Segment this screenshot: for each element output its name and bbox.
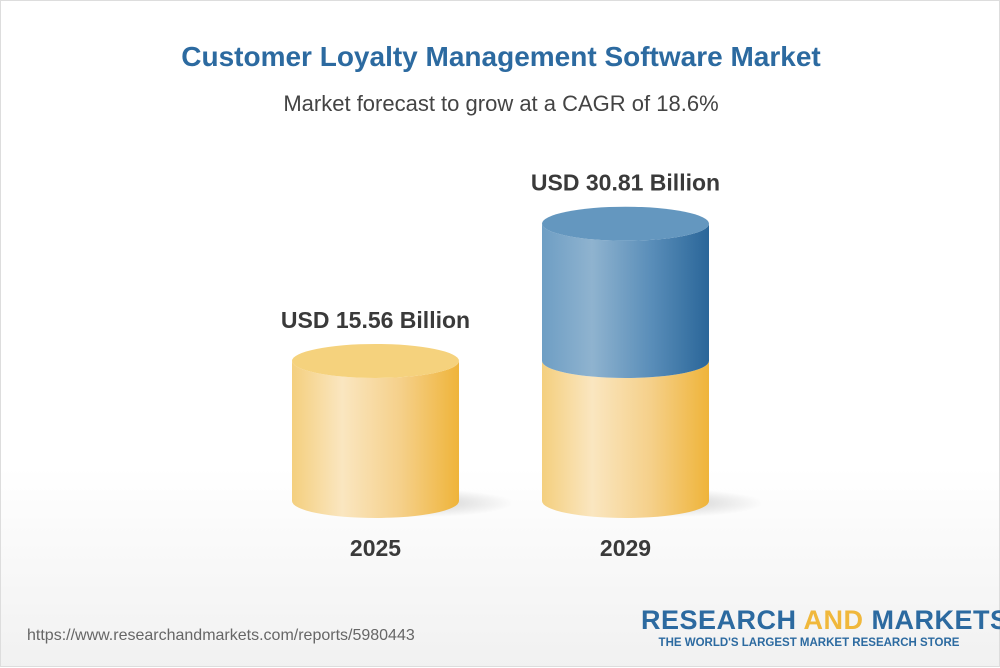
research-and-markets-logo: RESEARCH AND MARKETS THE WORLD'S LARGEST… [641, 605, 1000, 649]
chart-subtitle: Market forecast to grow at a CAGR of 18.… [283, 91, 719, 116]
bar-2029-growth [542, 223, 709, 378]
bar-2025-top [292, 343, 459, 378]
bar-2025 [292, 360, 460, 518]
bar-2029-base [542, 360, 709, 518]
bar-2029-growth-top [542, 206, 709, 241]
source-url[interactable]: https://www.researchandmarkets.com/repor… [27, 627, 415, 644]
data-label: USD 15.56 Billion [281, 307, 470, 333]
chart-title: Customer Loyalty Management Software Mar… [181, 41, 821, 72]
data-label: USD 30.81 Billion [531, 170, 720, 196]
x-tick-label: 2025 [350, 535, 401, 561]
x-tick-label: 2029 [600, 535, 651, 561]
